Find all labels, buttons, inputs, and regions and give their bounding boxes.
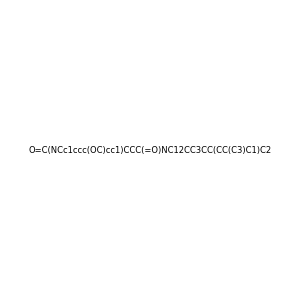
Text: O=C(NCc1ccc(OC)cc1)CCC(=O)NC12CC3CC(CC(C3)C1)C2: O=C(NCc1ccc(OC)cc1)CCC(=O)NC12CC3CC(CC(C… bbox=[28, 146, 272, 154]
